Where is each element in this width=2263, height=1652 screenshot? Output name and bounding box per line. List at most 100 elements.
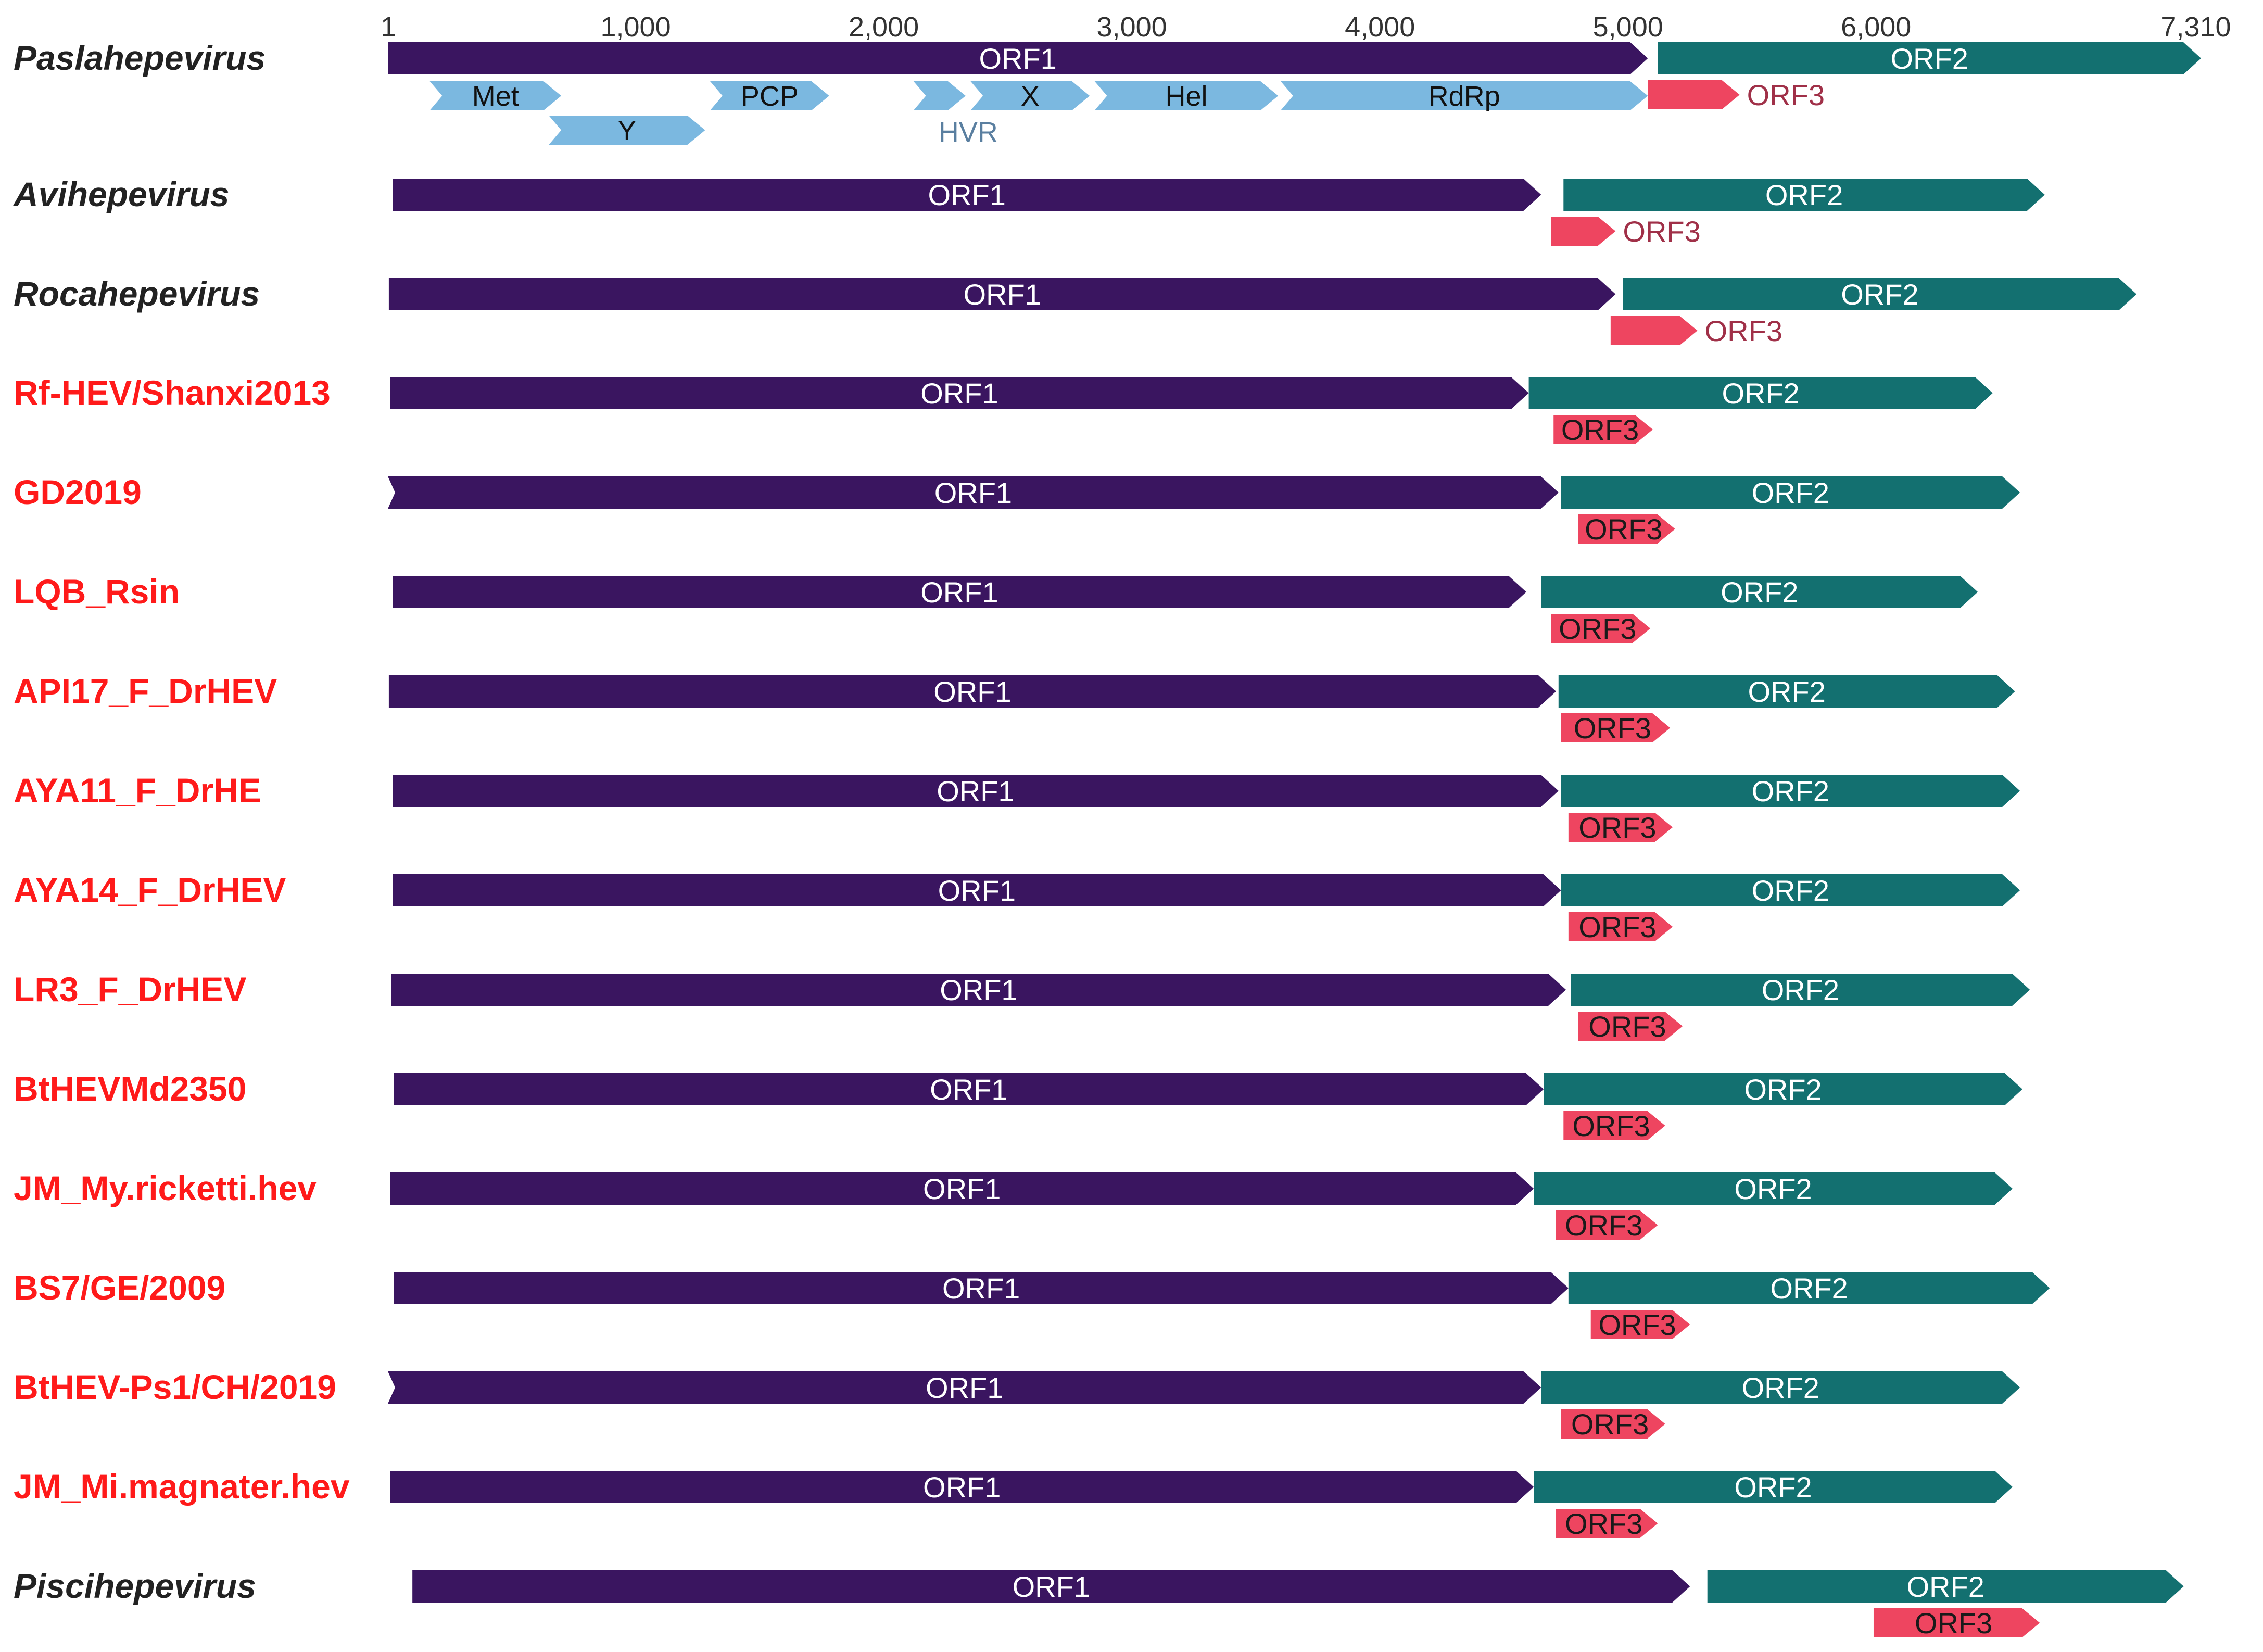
orf2-bar	[1541, 1371, 2020, 1404]
scale-tick-label: 1	[381, 11, 396, 43]
orf2-bar	[1563, 179, 2045, 211]
scale-tick-label: 5,000	[1593, 11, 1663, 43]
orf1-domains: Met Y PCP X Hel RdRp HVR	[429, 81, 1648, 148]
orf3-bar	[1551, 217, 1616, 246]
orf2-bar	[1561, 874, 2020, 906]
orf3-bar	[1568, 912, 1673, 941]
orf1-label: ORF1	[963, 278, 1041, 311]
genome-name-label: GD2019	[14, 473, 142, 511]
orf2-bar	[1561, 775, 2020, 807]
orf2-label: ORF2	[1841, 278, 1918, 311]
scale-tick-label: 6,000	[1841, 11, 1911, 43]
genome-name-label: AYA11_F_DrHE	[14, 771, 261, 810]
orf2-bar	[1658, 42, 2201, 74]
hvr-label: HVR	[939, 117, 998, 148]
genome-row: JM_My.ricketti.hev ORF1 ORF2 ORF3	[14, 1169, 2013, 1242]
genome-row: GD2019 ORF1 ORF2 ORF3	[14, 473, 2020, 546]
orf2-label: ORF2	[1721, 576, 1798, 609]
orf2-label: ORF2	[1770, 1272, 1848, 1305]
orf3-label: ORF3	[1574, 712, 1651, 745]
orf1-bar	[388, 42, 1648, 74]
orf2-label: ORF2	[1742, 1371, 1819, 1404]
orf2-label: ORF2	[1765, 179, 1843, 211]
orf3-label: ORF3	[1565, 1507, 1642, 1540]
orf1-label: ORF1	[926, 1371, 1003, 1404]
orf2-label: ORF2	[1891, 42, 1968, 75]
orf1-bar	[394, 1272, 1569, 1304]
orf1-label: ORF1	[930, 1073, 1007, 1106]
domain-rdrp-bar	[1281, 81, 1648, 110]
domain-x-bar	[970, 81, 1090, 110]
orf2-label: ORF2	[1752, 476, 1829, 509]
orf3-bar	[1553, 415, 1653, 444]
domain-label: RdRp	[1428, 81, 1500, 112]
orf1-label: ORF1	[942, 1272, 1020, 1305]
orf2-label: ORF2	[1762, 974, 1839, 1006]
orf2-bar	[1558, 675, 2015, 708]
scale-tick-label: 1,000	[600, 11, 671, 43]
orf2-bar	[1623, 278, 2137, 310]
orf1-bar	[394, 1073, 1544, 1105]
genome-row: BS7/GE/2009 ORF1 ORF2 ORF3	[14, 1268, 2050, 1341]
domain-label: Hel	[1165, 81, 1207, 112]
orf1-bar	[393, 775, 1559, 807]
genome-row: Rf-HEV/Shanxi2013 ORF1 ORF2 ORF3	[14, 373, 1993, 446]
orf2-bar	[1534, 1471, 2013, 1503]
genome-row: BtHEVMd2350 ORF1 ORF2 ORF3	[14, 1069, 2022, 1142]
orf1-bar	[390, 377, 1529, 409]
orf2-bar	[1561, 476, 2020, 509]
orf2-label: ORF2	[1744, 1073, 1822, 1106]
orf2-label: ORF2	[1752, 775, 1829, 808]
scale-tick-label: 2,000	[849, 11, 919, 43]
genome-row: Piscihepevirus ORF1 ORF2 ORF3	[14, 1567, 2184, 1640]
orf1-bar	[390, 1471, 1534, 1503]
genome-row: AYA11_F_DrHE ORF1 ORF2 ORF3	[14, 771, 2020, 844]
orf3-label: ORF3	[1598, 1308, 1676, 1341]
orf2-bar	[1707, 1570, 2184, 1603]
orf3-bar	[1563, 1111, 1665, 1140]
orf3-label: ORF3	[1585, 513, 1662, 546]
orf2-bar	[1528, 377, 1993, 409]
genome-name-label: Rocahepevirus	[14, 274, 260, 313]
orf1-label: ORF1	[923, 1471, 1001, 1504]
orf1-label: ORF1	[934, 476, 1012, 509]
orf2-label: ORF2	[1722, 377, 1799, 410]
orf3-bar	[1568, 813, 1673, 842]
orf3-label: ORF3	[1588, 1010, 1666, 1043]
domain-pcp-bar	[710, 81, 829, 110]
orf3-label: ORF3	[1915, 1607, 1992, 1640]
orf2-bar	[1534, 1172, 2013, 1205]
orf3-bar	[1578, 514, 1675, 544]
orf3-label: ORF3	[1572, 1109, 1650, 1142]
orf2-bar	[1544, 1073, 2022, 1105]
genome-row: API17_F_DrHEV ORF1 ORF2 ORF3	[14, 672, 2015, 745]
orf1-bar	[412, 1570, 1690, 1603]
orf3-bar	[1556, 1509, 1658, 1538]
orf1-label: ORF1	[940, 974, 1017, 1006]
domain-met-bar	[429, 81, 562, 110]
orf1-bar	[388, 675, 1557, 708]
orf3-bar	[1590, 1310, 1690, 1339]
orf2-label: ORF2	[1734, 1172, 1812, 1205]
domain-label: X	[1021, 81, 1040, 112]
genome-name-label: Paslahepevirus	[14, 39, 266, 77]
orf2-bar	[1571, 974, 2030, 1006]
genome-row: LR3_F_DrHEV ORF1 ORF2 ORF3	[14, 970, 2030, 1043]
genome-name-label: JM_Mi.magnater.hev	[14, 1467, 350, 1506]
orf1-label: ORF1	[920, 576, 998, 609]
orf2-label: ORF2	[1906, 1570, 1984, 1603]
orf1-label: ORF1	[933, 675, 1011, 708]
genome-scale-axis: 1 1,000 2,000 3,000 4,000 5,000 6,000 7,310	[381, 11, 2231, 43]
orf1-bar	[393, 874, 1561, 906]
genome-row: JM_Mi.magnater.hev ORF1 ORF2 ORF3	[14, 1467, 2013, 1540]
orf1-bar	[388, 278, 1616, 310]
genome-name-label: JM_My.ricketti.hev	[14, 1169, 317, 1207]
domain-hvr-bar	[913, 81, 966, 110]
genome-name-label: BS7/GE/2009	[14, 1268, 225, 1307]
orf1-bar	[388, 476, 1559, 509]
genome-row: Paslahepevirus ORF1 ORF2 ORF3 Met Y PCP X Hel RdR…	[14, 39, 2201, 148]
scale-tick-label: 4,000	[1345, 11, 1415, 43]
orf2-label: ORF2	[1748, 675, 1826, 708]
scale-tick-label: 3,000	[1097, 11, 1167, 43]
